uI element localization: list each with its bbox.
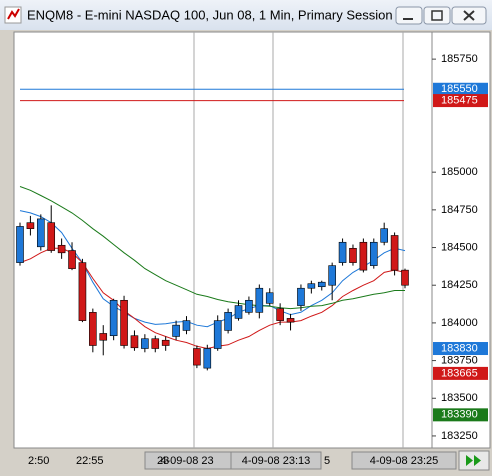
candle-body: [401, 269, 409, 286]
candle-body: [203, 348, 212, 369]
candle-body: [172, 324, 180, 337]
x-tick-label: 4-09-08 23:13: [242, 455, 311, 467]
y-tick-label: 185000: [441, 166, 478, 178]
x-tick-label: 23: [157, 455, 169, 467]
candle-body: [317, 281, 326, 288]
x-tick-label: 2:50: [28, 455, 49, 467]
scroll-right-button[interactable]: [458, 450, 490, 471]
candle-body: [297, 287, 305, 306]
candle-body: [213, 320, 222, 349]
candle-body: [390, 235, 399, 271]
price-marker: [433, 94, 488, 108]
candle-body: [109, 299, 118, 337]
moving-average-line: [19, 186, 405, 310]
candle-body: [141, 338, 149, 349]
marks: [16, 186, 409, 371]
candle-body: [182, 320, 191, 331]
candle-body: [26, 222, 35, 229]
price-marker-label: 185550: [441, 83, 478, 95]
candle-body: [78, 262, 87, 321]
price-marker: [433, 408, 488, 422]
price-marker-label: 183665: [441, 367, 478, 379]
candle-body: [161, 339, 170, 346]
candle-body: [68, 250, 76, 269]
price-marker-label: 185475: [441, 94, 478, 106]
candle-body: [349, 247, 357, 263]
x-tick-label: 5: [324, 455, 330, 467]
minimize-button[interactable]: [395, 6, 423, 25]
candle-body: [37, 218, 45, 248]
time-box: [230, 451, 322, 470]
time-box: [351, 451, 457, 470]
window-title: ENQM8 - E-mini NASDAQ 100, Jun 08, 1 Min…: [27, 7, 393, 22]
candle-body: [234, 305, 243, 319]
y-tick-label: 184500: [441, 241, 478, 253]
x-tick-label: 4-09-08 23:25: [370, 455, 439, 467]
candle-body: [130, 335, 139, 349]
price-marker: [433, 82, 488, 96]
plot-area: [13, 31, 433, 449]
price-marker-label: 183390: [441, 409, 478, 421]
price-marker: [433, 366, 488, 380]
y-tick-label: 184750: [441, 204, 478, 216]
x-tick-label: 22:55: [76, 455, 104, 467]
y-tick-label: 183500: [441, 392, 478, 404]
candle-body: [57, 244, 66, 254]
y-tick-label: 183250: [441, 430, 478, 442]
price-marker-label: 183830: [441, 342, 478, 354]
candle-body: [255, 287, 264, 313]
price-marker: [433, 342, 488, 356]
y-tick-label: 183750: [441, 354, 478, 366]
candle-body: [276, 308, 284, 321]
candle-body: [151, 338, 160, 349]
candle-body: [328, 265, 336, 286]
candle-body: [307, 283, 316, 289]
candle-body: [99, 333, 108, 341]
x-tick-label: 4-09-08 23: [160, 455, 213, 467]
candle-body: [47, 222, 56, 251]
y-tick-label: 184250: [441, 279, 478, 291]
candle-body: [380, 228, 388, 243]
candle-body: [193, 348, 201, 366]
candle-body: [16, 226, 24, 263]
candle-body: [286, 318, 295, 323]
y-tick-label: 184000: [441, 317, 478, 329]
y-tick-label: 185750: [441, 53, 478, 65]
candle-body: [369, 241, 378, 266]
candle-body: [89, 312, 97, 346]
close-button[interactable]: [451, 6, 487, 25]
app-icon-glyph: [7, 8, 20, 20]
maximize-button[interactable]: [423, 6, 451, 25]
candle-body: [359, 241, 368, 271]
candle-body: [245, 299, 253, 313]
candle-body: [265, 292, 274, 304]
candle-body: [120, 299, 128, 346]
candle-body: [224, 312, 232, 331]
candle-body: [338, 241, 347, 263]
